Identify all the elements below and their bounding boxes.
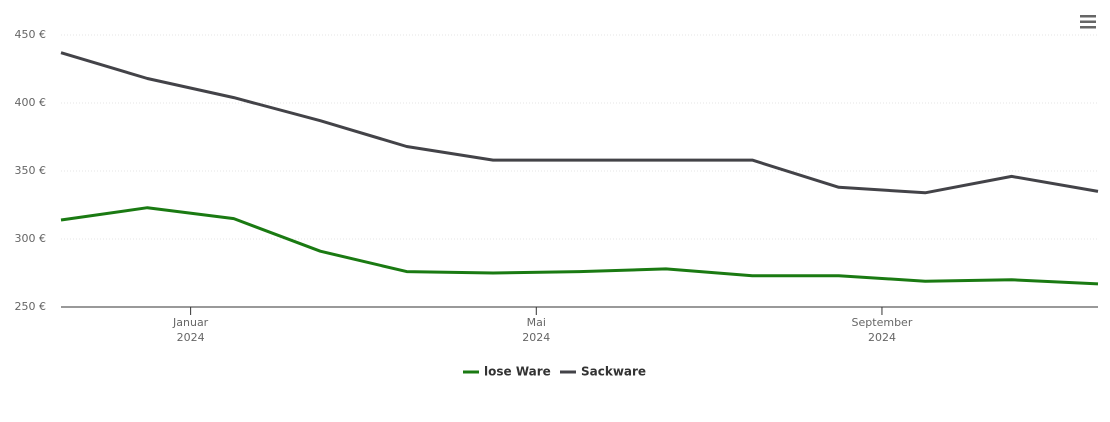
y-tick-label: 250 € bbox=[15, 300, 47, 313]
x-tick-label: September bbox=[852, 316, 913, 329]
x-tick-year: 2024 bbox=[522, 331, 550, 344]
menu-button[interactable] bbox=[1080, 15, 1096, 29]
x-tick-year: 2024 bbox=[177, 331, 205, 344]
legend-label: lose Ware bbox=[484, 365, 551, 379]
x-tick-label: Januar bbox=[172, 316, 209, 329]
menu-bar[interactable] bbox=[1080, 26, 1096, 29]
x-tick-year: 2024 bbox=[868, 331, 896, 344]
y-tick-label: 450 € bbox=[15, 28, 47, 41]
menu-bar[interactable] bbox=[1080, 15, 1096, 18]
line-series bbox=[60, 51, 1099, 195]
menu-bar[interactable] bbox=[1080, 20, 1096, 24]
y-tick-label: 350 € bbox=[15, 164, 47, 177]
y-tick-label: 300 € bbox=[15, 232, 47, 245]
y-tick-label: 400 € bbox=[15, 96, 47, 109]
legend-label: Sackware bbox=[581, 365, 646, 379]
line-series bbox=[60, 206, 1099, 286]
x-tick-label: Mai bbox=[527, 316, 546, 329]
